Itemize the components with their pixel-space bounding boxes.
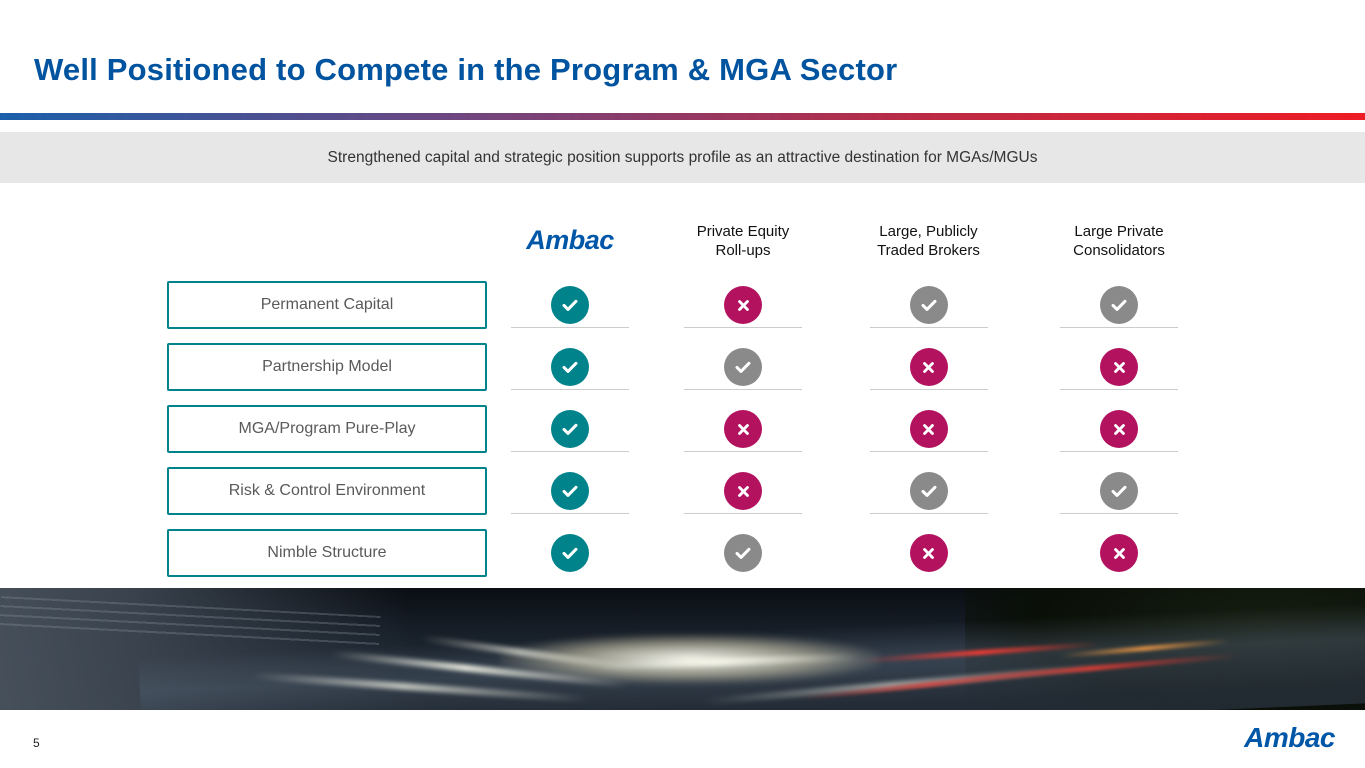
check-icon bbox=[909, 472, 948, 510]
check-icon bbox=[551, 472, 589, 510]
matrix-cell bbox=[833, 522, 1024, 584]
x-icon bbox=[724, 410, 762, 448]
column-header-3: Large Private Consolidators bbox=[1073, 222, 1165, 260]
check-icon bbox=[551, 410, 589, 448]
matrix-cell bbox=[833, 336, 1024, 398]
check-icon bbox=[1100, 472, 1138, 510]
cell-underline bbox=[684, 389, 802, 390]
check-icon bbox=[1100, 286, 1138, 324]
cell-underline bbox=[869, 327, 988, 328]
comparison-matrix: Ambac Private Equity Roll-ups Large, Publi… bbox=[167, 212, 1214, 584]
cell-underline bbox=[684, 327, 802, 328]
matrix-cell bbox=[487, 398, 653, 460]
column-header-2: Large, Publicly Traded Brokers bbox=[877, 222, 980, 260]
cell-underline bbox=[511, 327, 629, 328]
page-number: 5 bbox=[33, 736, 40, 750]
matrix-row: Permanent Capital bbox=[167, 274, 1214, 336]
subtitle-text: Strengthened capital and strategic posit… bbox=[327, 148, 1038, 166]
x-icon bbox=[909, 534, 948, 572]
highway-photo bbox=[0, 588, 1365, 710]
cell-underline bbox=[511, 451, 629, 452]
slide-title: Well Positioned to Compete in the Progra… bbox=[34, 52, 898, 87]
matrix-row: Risk & Control Environment bbox=[167, 460, 1214, 522]
x-icon bbox=[724, 472, 762, 510]
matrix-cell bbox=[833, 398, 1024, 460]
matrix-cell bbox=[653, 522, 833, 584]
x-icon bbox=[909, 410, 948, 448]
matrix-cell bbox=[487, 336, 653, 398]
cell-underline bbox=[869, 389, 988, 390]
cell-underline bbox=[869, 451, 988, 452]
row-label: Partnership Model bbox=[167, 343, 487, 391]
matrix-row: Partnership Model bbox=[167, 336, 1214, 398]
x-icon bbox=[724, 286, 762, 324]
check-icon bbox=[724, 534, 762, 572]
cell-underline bbox=[1060, 389, 1178, 390]
matrix-cell bbox=[1024, 522, 1214, 584]
matrix-cell bbox=[1024, 398, 1214, 460]
matrix-cell bbox=[1024, 460, 1214, 522]
cell-underline bbox=[684, 451, 802, 452]
matrix-cell bbox=[487, 460, 653, 522]
matrix-cell bbox=[833, 274, 1024, 336]
check-icon bbox=[551, 348, 589, 386]
cell-underline bbox=[869, 513, 988, 514]
matrix-row: Nimble Structure bbox=[167, 522, 1214, 584]
row-label: Risk & Control Environment bbox=[167, 467, 487, 515]
matrix-cell bbox=[1024, 274, 1214, 336]
cell-underline bbox=[1060, 327, 1178, 328]
matrix-cell bbox=[1024, 336, 1214, 398]
cell-underline bbox=[1060, 451, 1178, 452]
matrix-cell bbox=[653, 274, 833, 336]
ambac-logo-header: Ambac bbox=[526, 225, 614, 256]
x-icon bbox=[1100, 534, 1138, 572]
x-icon bbox=[1100, 410, 1138, 448]
matrix-cell bbox=[653, 336, 833, 398]
check-icon bbox=[551, 286, 589, 324]
row-label: Nimble Structure bbox=[167, 529, 487, 577]
matrix-cell bbox=[833, 460, 1024, 522]
matrix-cell bbox=[653, 398, 833, 460]
matrix-row: MGA/Program Pure-Play bbox=[167, 398, 1214, 460]
cell-underline bbox=[511, 389, 629, 390]
matrix-cell bbox=[653, 460, 833, 522]
x-icon bbox=[1100, 348, 1138, 386]
accent-gradient-bar bbox=[0, 113, 1365, 120]
matrix-cell bbox=[487, 522, 653, 584]
row-label: MGA/Program Pure-Play bbox=[167, 405, 487, 453]
cell-underline bbox=[684, 513, 802, 514]
check-icon bbox=[909, 286, 948, 324]
row-label: Permanent Capital bbox=[167, 281, 487, 329]
check-icon bbox=[551, 534, 589, 572]
subtitle-banner: Strengthened capital and strategic posit… bbox=[0, 132, 1365, 183]
matrix-cell bbox=[487, 274, 653, 336]
x-icon bbox=[909, 348, 948, 386]
column-header-1: Private Equity Roll-ups bbox=[696, 222, 790, 260]
check-icon bbox=[724, 348, 762, 386]
ambac-logo-footer: Ambac bbox=[1244, 722, 1335, 753]
matrix-grid: Ambac Private Equity Roll-ups Large, Publi… bbox=[167, 212, 1214, 584]
cell-underline bbox=[511, 513, 629, 514]
cell-underline bbox=[1060, 513, 1178, 514]
